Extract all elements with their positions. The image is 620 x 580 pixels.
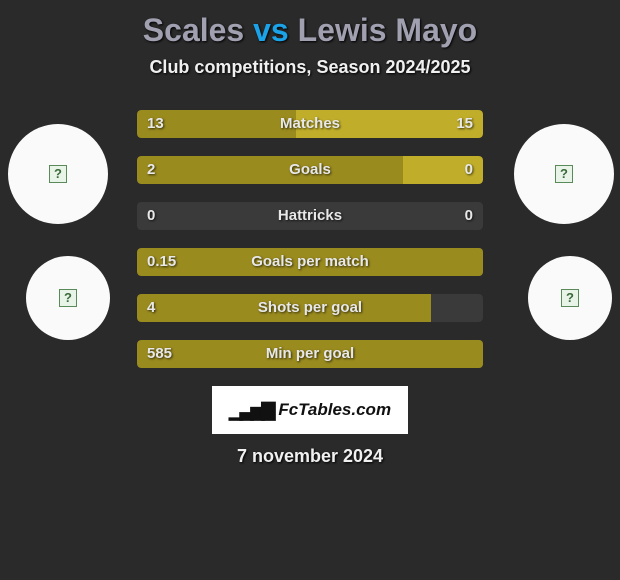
team-logo-right: ? [514,124,614,224]
stat-label: Min per goal [137,340,483,368]
title-player-a: Scales [143,12,244,48]
stat-label: Goals [137,156,483,184]
chart-icon: ▁▃▅▇ [229,400,272,421]
placeholder-icon: ? [561,289,579,307]
placeholder-icon: ? [555,165,573,183]
comparison-bars: 1315Matches 20Goals 00Hattricks 0.15Goals p… [137,110,483,368]
stat-row: 1315Matches [137,110,483,138]
brand-text: FcTables.com [278,400,391,420]
stat-row: 20Goals [137,156,483,184]
team-logo-left: ? [8,124,108,224]
subtitle: Club competitions, Season 2024/2025 [0,57,620,78]
player-photo-left: ? [26,256,110,340]
stat-row: 00Hattricks [137,202,483,230]
stat-row: 0.15Goals per match [137,248,483,276]
stat-label: Shots per goal [137,294,483,322]
stat-label: Goals per match [137,248,483,276]
date-label: 7 november 2024 [0,446,620,467]
page-title: Scales vs Lewis Mayo [0,0,620,49]
placeholder-icon: ? [49,165,67,183]
stat-label: Matches [137,110,483,138]
title-player-b: Lewis Mayo [298,12,478,48]
stat-row: 4Shots per goal [137,294,483,322]
player-photo-right: ? [528,256,612,340]
placeholder-icon: ? [59,289,77,307]
stat-row: 585Min per goal [137,340,483,368]
brand-logo: ▁▃▅▇ FcTables.com [212,386,408,434]
title-vs: vs [253,12,289,48]
stat-label: Hattricks [137,202,483,230]
